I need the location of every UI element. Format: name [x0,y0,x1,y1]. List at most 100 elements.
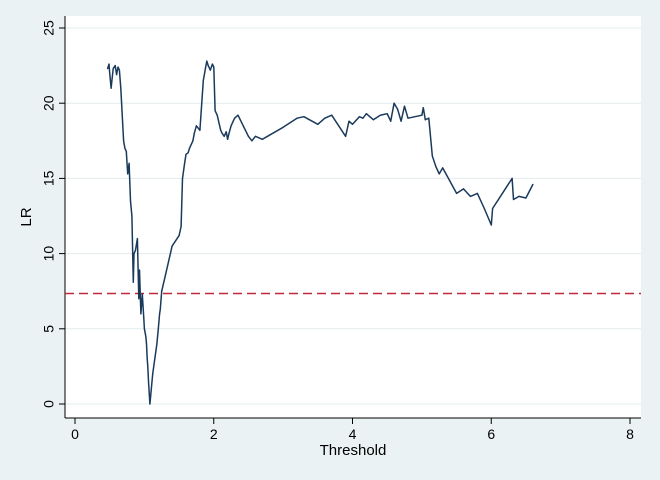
data-point [324,117,326,119]
x-tick-label: 4 [349,426,357,442]
data-point [114,65,116,67]
data-point [422,107,424,109]
data-point [178,235,180,237]
data-point [125,150,127,152]
data-point [358,116,360,118]
data-point [237,114,239,116]
data-point [159,313,161,315]
data-point [223,135,225,137]
data-point [390,120,392,122]
data-point [492,207,494,210]
data-point [181,177,184,179]
data-point [134,250,136,252]
data-point [157,328,159,330]
x-tick-label: 8 [626,426,634,442]
data-point [456,192,458,194]
data-point [345,135,347,137]
data-point [202,80,204,82]
y-axis-title: LR [18,207,35,226]
data-point [185,153,187,155]
data-point [107,68,109,70]
data-point [149,403,151,405]
x-tick-label: 6 [487,426,495,442]
data-point [132,281,134,283]
data-point [362,117,364,119]
data-point [372,119,374,121]
data-point [476,192,478,194]
data-point [180,225,182,228]
y-tick-label: 15 [41,170,57,186]
data-point [234,117,236,119]
data-point [282,126,284,128]
data-point [154,358,156,360]
data-point [348,120,350,122]
data-point [303,116,305,118]
data-point [421,114,423,116]
data-point [532,183,534,185]
data-point [152,373,154,375]
data-point [110,87,112,89]
data-point [400,120,402,122]
data-point [221,132,223,134]
data-point [365,113,367,115]
data-point [187,152,189,154]
data-point [296,117,298,119]
data-point [145,343,148,345]
data-point [133,253,135,255]
data-point [127,173,129,175]
data-point [518,195,520,197]
data-point [397,108,399,110]
data-point [204,68,206,70]
x-axis-title: Threshold [320,442,387,459]
data-point [164,275,166,277]
data-point [112,68,114,70]
data-point [230,125,232,127]
data-point [117,66,119,68]
data-point [442,167,444,169]
data-point [431,155,433,157]
data-point [171,245,173,247]
plot-area [65,16,641,418]
data-point [147,380,150,382]
data-point [483,207,485,210]
data-point [407,117,409,119]
data-point [206,60,208,62]
data-point [209,69,211,71]
data-point [118,69,120,71]
lr-series-points [107,60,534,405]
data-point [116,74,118,76]
data-point [424,119,426,121]
data-point [195,125,197,127]
data-point [435,165,437,167]
data-point [393,102,395,104]
data-point [254,135,256,137]
data-point [131,215,133,217]
data-point [109,72,111,74]
data-point [156,343,158,345]
data-point [141,293,143,295]
data-point [147,365,149,367]
data-point [207,65,209,67]
data-point [511,177,513,179]
data-point [138,298,140,300]
data-point [161,290,163,292]
data-point [403,105,406,107]
data-point [184,162,186,164]
data-point [128,162,130,164]
axis-ticks: 0 5 10 15 20 25 0 2 4 6 8 [41,20,634,442]
data-point [211,63,213,65]
data-point [247,135,249,137]
data-point [123,140,125,142]
data-point [232,120,234,122]
data-point [188,147,191,149]
data-point [351,123,354,125]
data-point [490,224,492,226]
data-point [193,132,195,134]
data-point [525,197,527,199]
data-point [251,140,253,142]
data-point [428,117,430,119]
x-tick-label: 0 [71,426,79,442]
data-point [146,358,148,360]
data-point [143,328,145,330]
data-point [143,316,145,318]
